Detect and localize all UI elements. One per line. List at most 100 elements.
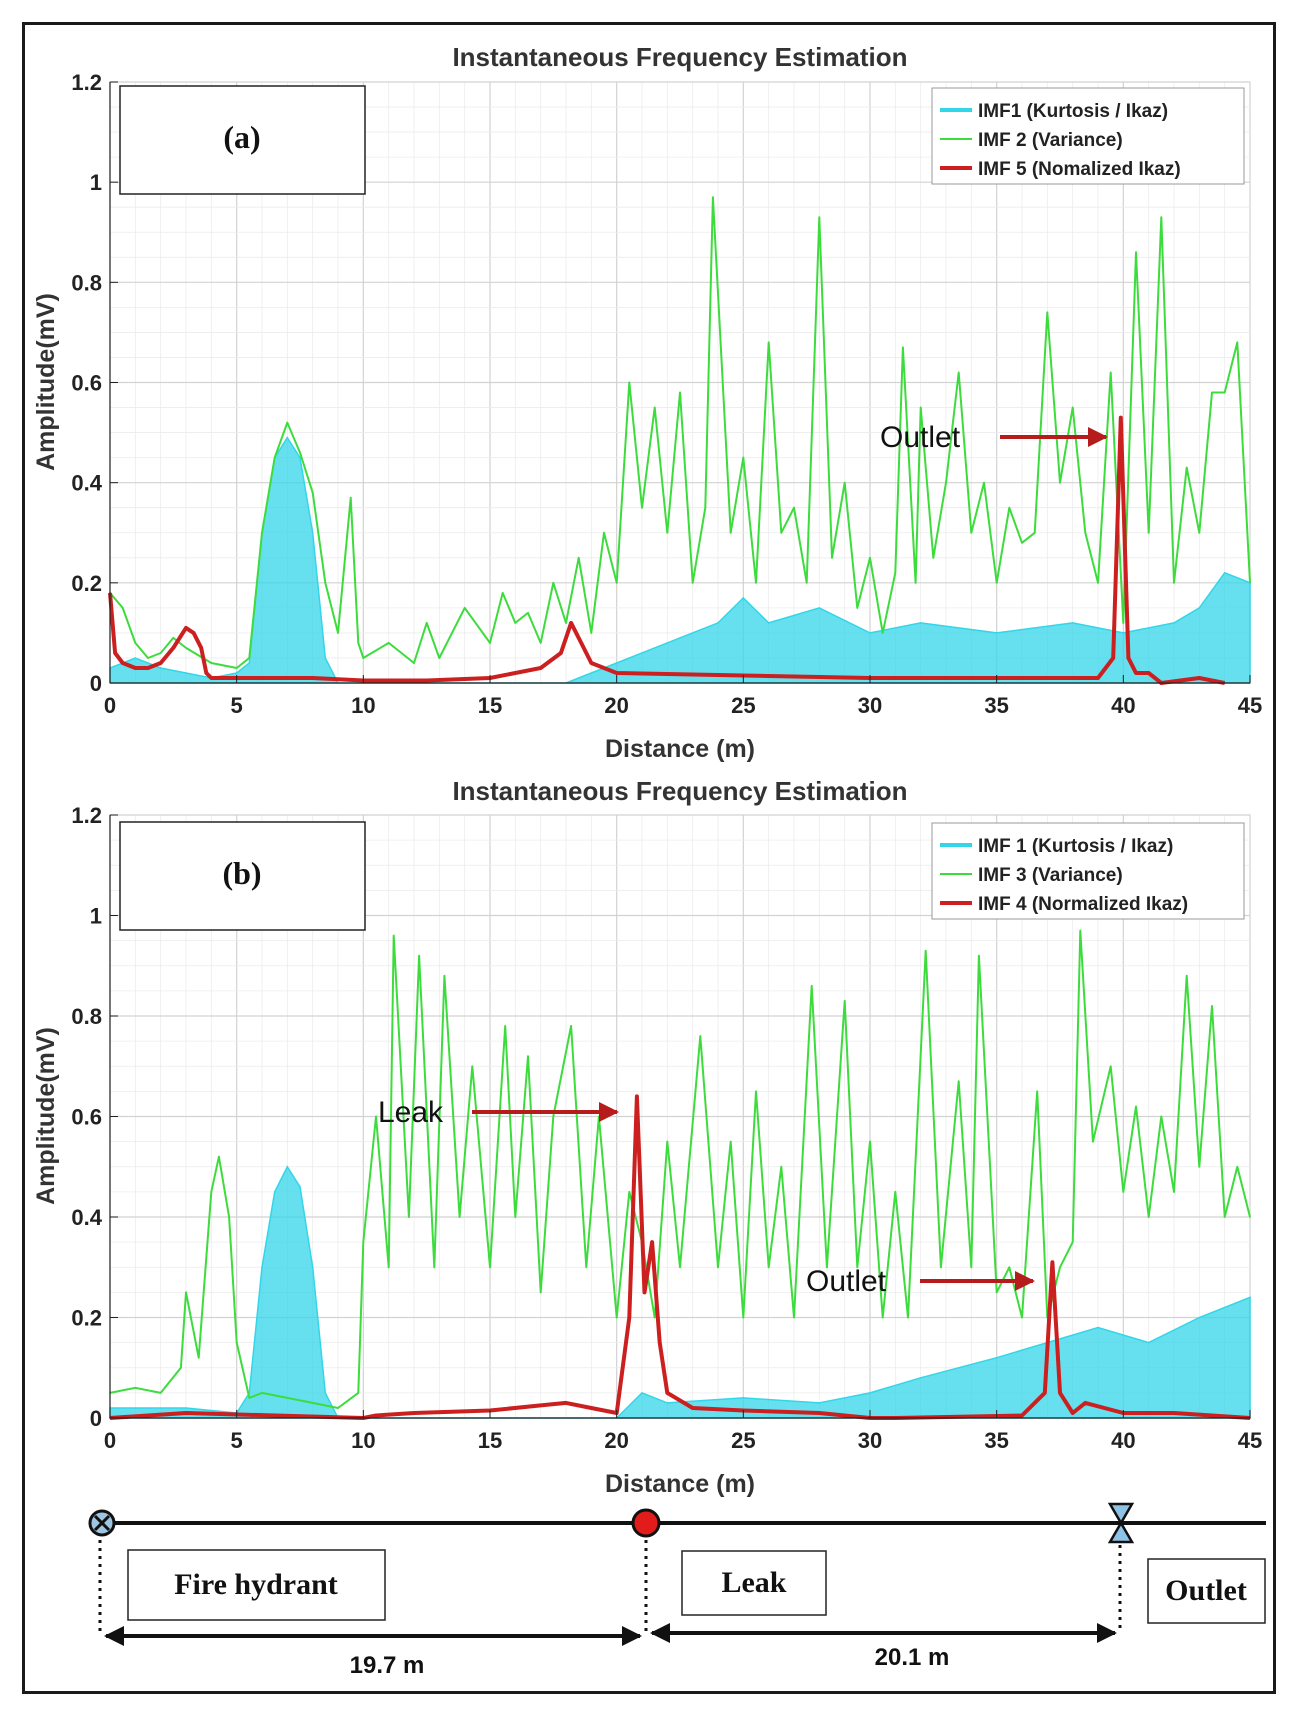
data-point [185,1412,187,1414]
data-point [159,662,162,664]
data-point [995,1291,998,1294]
data-point [172,637,175,639]
data-point [1211,1005,1213,1007]
legend-entry-2: IMF 4 (Normalized Ikaz) [978,894,1188,915]
axes: 0 5 10 15 20 25 30 35 40 45 0 0.2 0.4 0.6 0.8 1 1.2 [71,70,1262,718]
data-point [159,667,162,669]
data-point [375,1115,377,1118]
x-tick-label: 35 [984,693,1008,718]
data-point [121,607,124,609]
y-tick-label: 1 [90,170,102,195]
data-point [539,1291,542,1294]
x-tick-label: 10 [351,693,375,718]
annotation-leak-label: Leak [378,1096,444,1129]
data-point [818,1402,821,1404]
data-point [413,1412,415,1414]
x-tick-label: 30 [858,1428,882,1453]
data-point [273,456,276,459]
data-point [375,1414,377,1417]
data-point [337,1407,339,1409]
data-point [767,622,770,624]
data-point [324,582,327,584]
data-point [1147,532,1150,534]
data-point [818,1412,821,1414]
data-point [902,346,904,349]
data-point [653,406,656,409]
data-point [914,582,917,584]
data-point [590,1407,593,1409]
panel-tag-box [119,821,366,931]
data-point [1223,391,1226,394]
data-point [539,1404,542,1407]
data-point [205,672,208,674]
data-point [957,371,960,374]
data-point [856,607,859,609]
data-point [894,1191,897,1193]
y-tick-label: 1 [90,904,102,929]
data-point [1185,975,1188,977]
annotation-outlet-label: Outlet [880,421,961,454]
data-point [843,1000,846,1002]
data-point [324,657,327,659]
fire-hydrant-icon [88,1509,116,1537]
chart-panel-b: 0 5 10 15 20 25 30 35 40 45 0 0.2 0.4 0.6 0.8 1 1.2 Inst… [32,776,1262,1498]
data-point [1046,311,1049,314]
data-point [228,1216,230,1218]
data-point [324,1392,327,1394]
y-axis-label: Amplitude(mV) [32,293,60,471]
data-point [185,647,187,649]
data-point [919,622,922,624]
legend-box [931,822,1245,920]
data-point [1036,1090,1038,1093]
series-layer [108,196,1251,685]
data-point [615,662,618,664]
data-point [869,1392,871,1394]
data-point [463,607,466,609]
x-tick-label: 35 [984,1428,1008,1453]
data-point [1173,1412,1175,1414]
x-tick-label: 20 [604,693,628,718]
data-point [286,436,289,439]
data-point [717,622,719,624]
data-point [894,572,897,574]
data-point [185,672,187,674]
data-point [235,672,238,674]
data-point [1198,532,1201,534]
data-point [210,677,213,679]
y-tick-label: 0.8 [71,1004,102,1029]
data-point [1249,582,1251,584]
data-point [658,1341,661,1344]
data-point [392,934,395,937]
data-point [387,642,390,644]
data-point [357,1392,360,1394]
data-point [843,481,846,484]
data-point [185,1291,187,1294]
data-point [458,1216,461,1218]
data-point [636,1095,638,1098]
x-tick-label: 45 [1238,1428,1262,1453]
x-tick-label: 25 [731,1428,755,1453]
y-tick-label: 0.8 [71,270,102,295]
y-tick-label: 0.6 [71,1105,102,1130]
data-point [159,1392,162,1394]
data-point [1097,1326,1099,1329]
data-point [585,1266,588,1269]
data-point [504,1025,507,1027]
data-point [311,1402,314,1404]
data-point [425,622,428,624]
data-point [210,1191,213,1193]
data-point [869,1140,871,1143]
data-point [1249,1296,1251,1299]
data-point [433,1266,436,1269]
data-point [945,481,947,484]
data-point [1021,1414,1023,1417]
data-point [1112,657,1114,659]
data-point [1120,416,1122,419]
data-point [641,1392,643,1394]
legend: IMF1 (Kurtosis / Ikaz) IMF 2 (Variance) … [931,87,1245,185]
data-point [1147,1216,1150,1218]
data-point [957,1080,960,1083]
x-tick-label: 20 [604,1428,628,1453]
data-point [299,451,301,454]
